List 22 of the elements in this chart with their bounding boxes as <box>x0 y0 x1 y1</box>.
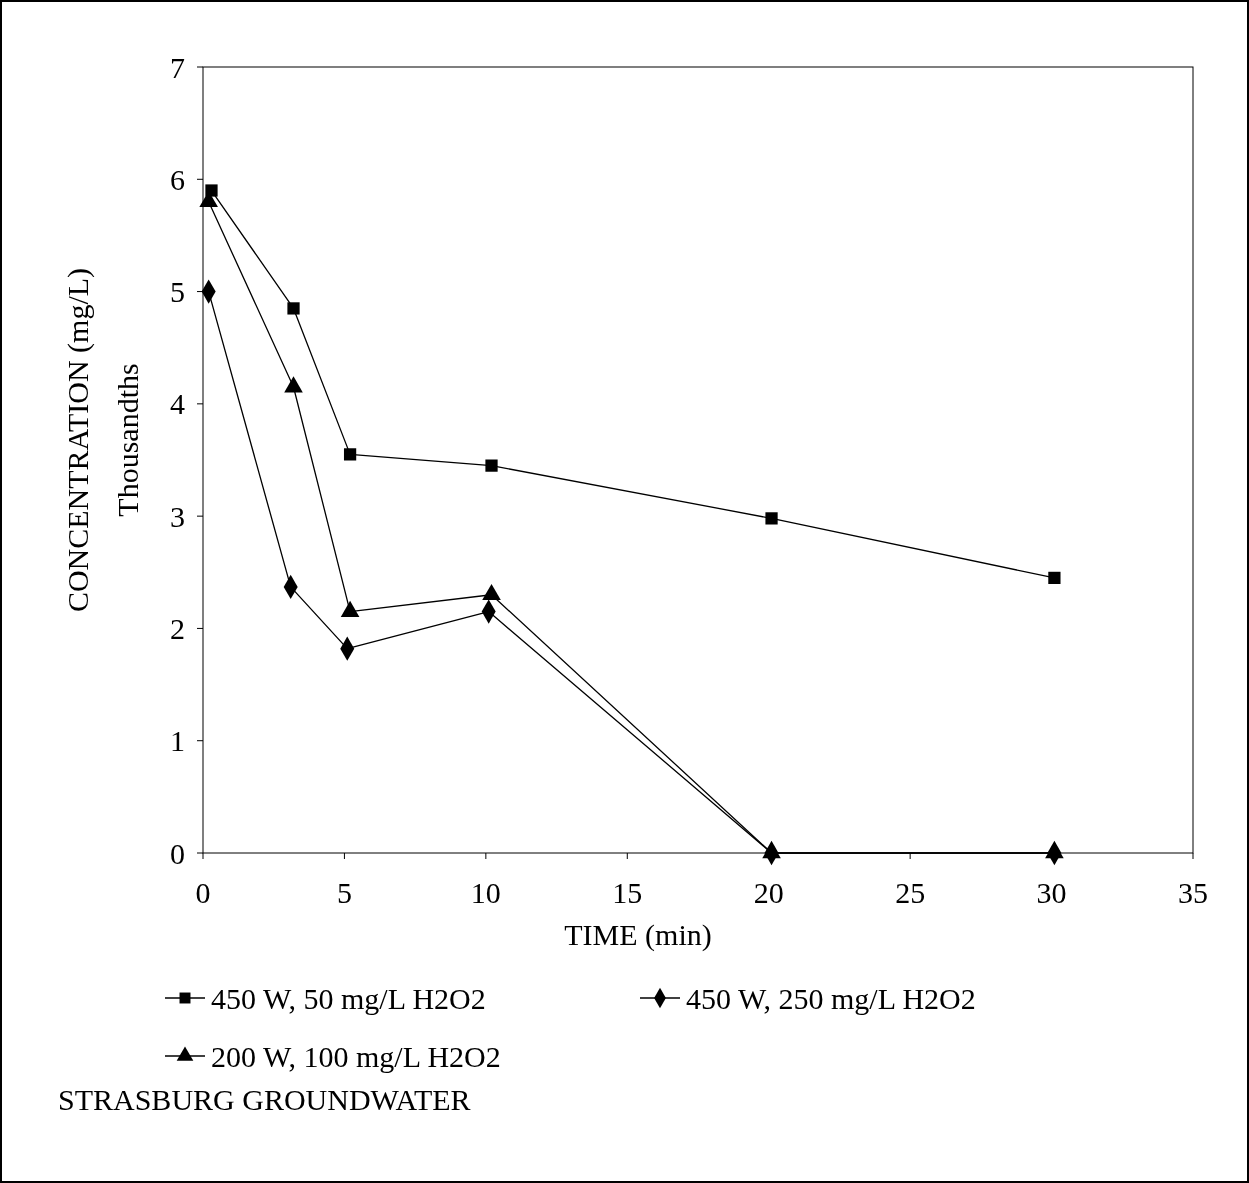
x-tick-label: 0 <box>195 876 211 909</box>
x-tick-label: 35 <box>1178 876 1208 909</box>
y-tick-label: 0 <box>170 836 185 870</box>
y-tick-label: 1 <box>170 724 185 758</box>
x-tick-label: 20 <box>753 876 784 909</box>
x-tick-label: 5 <box>336 876 352 909</box>
x-tick-label: 10 <box>470 876 501 909</box>
legend-label: 450 W, 50 mg/L H2O2 <box>211 981 486 1015</box>
text: STRASBURG GROUNDWATER <box>58 1083 471 1116</box>
y-tick-label: 6 <box>170 162 185 196</box>
x-tick-label: 25 <box>895 876 926 909</box>
y-tick-label: 2 <box>170 611 185 645</box>
y-tick-label: 3 <box>170 499 185 533</box>
y-tick-label: 7 <box>170 50 185 84</box>
x-axis-title: TIME (min) <box>564 918 712 952</box>
x-tick-label: 15 <box>612 876 643 909</box>
x-tick-label: 30 <box>1036 876 1067 909</box>
y-tick-label: 5 <box>170 275 185 309</box>
legend-label: 450 W, 250 mg/L H2O2 <box>686 981 976 1015</box>
y-tick-label: 4 <box>170 387 185 421</box>
y-axis-title: CONCENTRATION (mg/L) Thousandths <box>61 267 144 613</box>
legend-label: 200 W, 100 mg/L H2O2 <box>211 1039 501 1073</box>
